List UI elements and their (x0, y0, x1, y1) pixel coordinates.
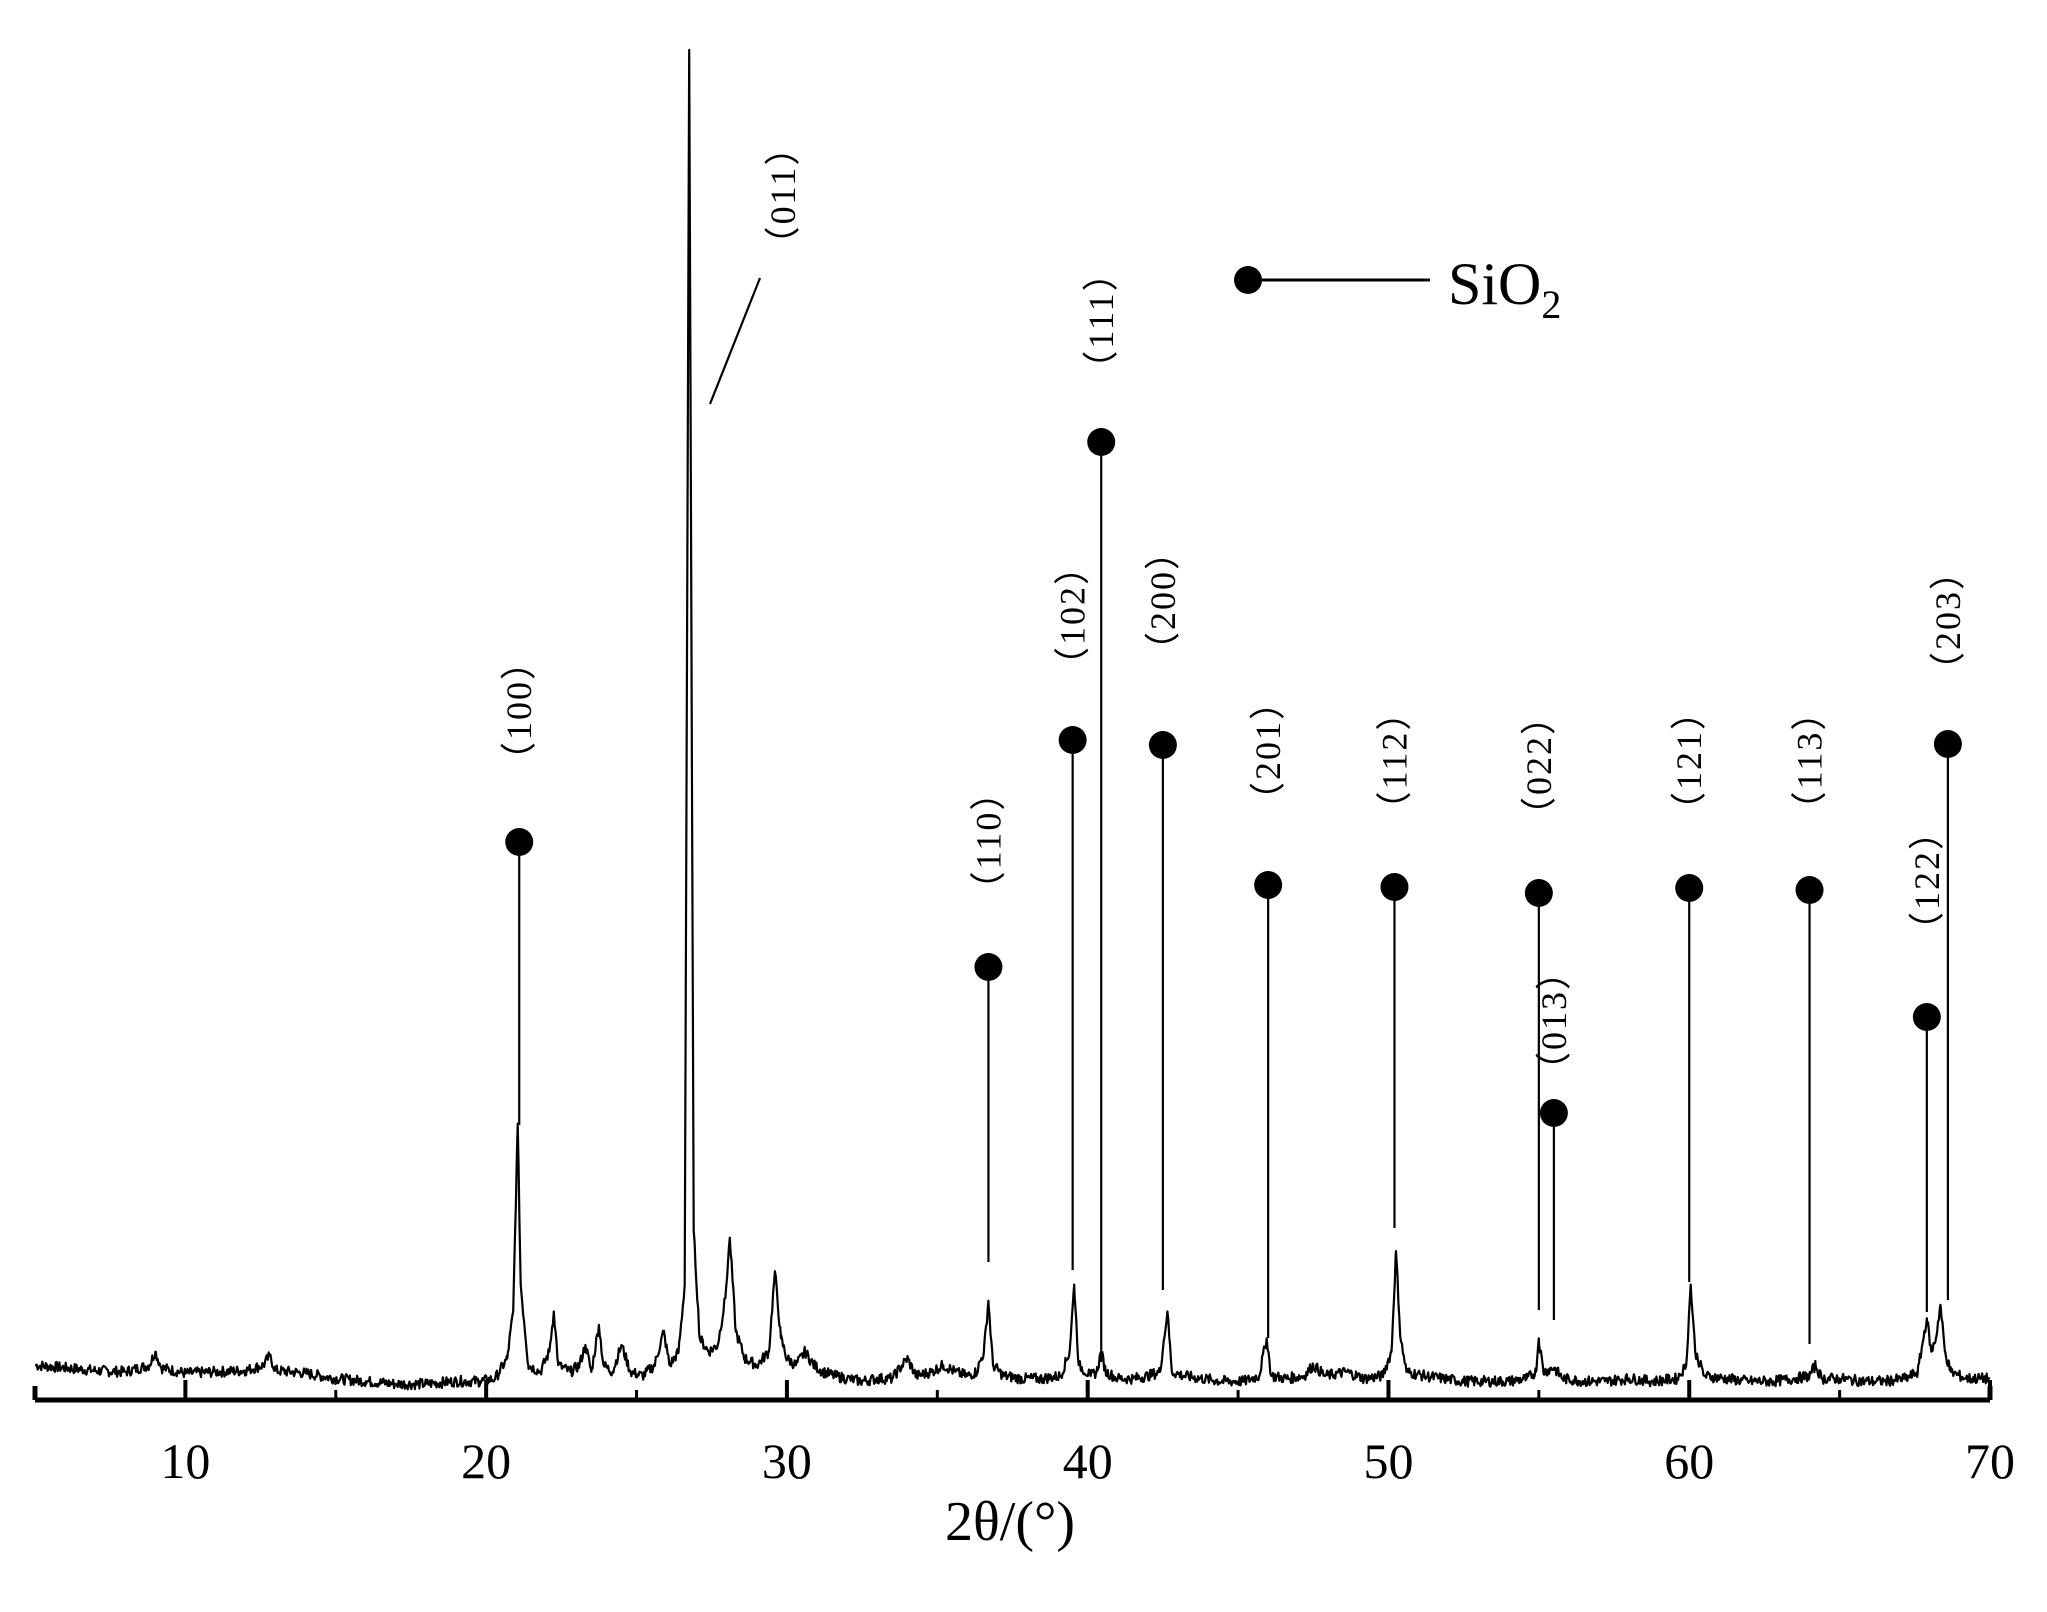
peak-annotation: （110） (968, 773, 1008, 1262)
peak-annotation: （112） (1374, 693, 1414, 1228)
peak-marker-dot (1524, 879, 1553, 907)
peak-label: （112） (1374, 693, 1414, 828)
peak-annotation: （013） (1534, 952, 1574, 1320)
peak-label: （200） (1143, 532, 1183, 668)
x-tick-label: 70 (1965, 1433, 2015, 1489)
peak-marker-dot (1539, 1099, 1568, 1127)
peak-marker-dot (1254, 871, 1283, 899)
peak-annotation: （201） (1248, 682, 1288, 1338)
axes (32, 1386, 1993, 1403)
legend-label: SiO2 (1448, 251, 1561, 327)
peak-label: （110） (968, 773, 1008, 908)
peak-label: （111） (1081, 253, 1121, 386)
peak-marker-dot (1912, 1003, 1941, 1031)
peak-label: （022） (1519, 697, 1559, 833)
peak-label: （100） (499, 642, 539, 778)
peak-marker-dot (1675, 874, 1704, 902)
peak-leader-line (708, 277, 762, 405)
peak-marker-dot (1795, 876, 1824, 904)
legend-marker (1234, 266, 1262, 294)
x-tick-label: 20 (461, 1433, 511, 1489)
peak-marker-dot (1148, 731, 1177, 759)
peak-marker-dot (1380, 873, 1409, 901)
peak-marker-dot (974, 953, 1003, 981)
x-tick-label: 10 (160, 1433, 210, 1489)
xrd-series (34, 48, 1991, 1391)
x-tick-label: 40 (1063, 1433, 1113, 1489)
peak-annotation: （121） (1669, 692, 1709, 1282)
peak-marker-dot (1087, 428, 1116, 456)
peak-annotation: （203） (1928, 552, 1968, 1300)
legend: SiO2 (1234, 251, 1561, 327)
peak-marker-dot (1058, 726, 1087, 754)
peak-marker-dot (505, 828, 534, 856)
peak-annotation: （011） (708, 128, 803, 405)
peak-annotation: （022） (1519, 697, 1559, 1310)
x-tick-label: 30 (762, 1433, 812, 1489)
xrd-pattern-line (34, 48, 1991, 1391)
x-axis-ticks: 10 20 30 40 50 60 70 (33, 1380, 2015, 1489)
peak-annotation: （111） (1081, 253, 1121, 1362)
peak-annotation: （102） (1053, 547, 1093, 1270)
peak-label: （201） (1248, 682, 1288, 818)
peak-label: （122） (1907, 812, 1947, 948)
peak-label: （011） (763, 128, 803, 263)
peak-annotations: （100） （011） （110） （102） （111） （200） （201） （112）… (499, 128, 1968, 1362)
peak-annotation: （122） (1907, 812, 1947, 1312)
peak-label: （121） (1669, 692, 1709, 828)
peak-annotation: （200） (1143, 532, 1183, 1290)
x-tick-label: 50 (1363, 1433, 1413, 1489)
peak-label: （102） (1053, 547, 1093, 683)
x-tick-label: 60 (1664, 1433, 1714, 1489)
peak-annotation: （100） (499, 642, 539, 1125)
peak-marker-dot (1933, 730, 1962, 758)
peak-label: （203） (1928, 552, 1968, 688)
peak-annotation: （113） (1790, 693, 1830, 1344)
peak-label: （113） (1790, 693, 1830, 828)
peak-label: （013） (1534, 952, 1574, 1088)
x-axis-title: 2θ/(°) (945, 1491, 1075, 1553)
